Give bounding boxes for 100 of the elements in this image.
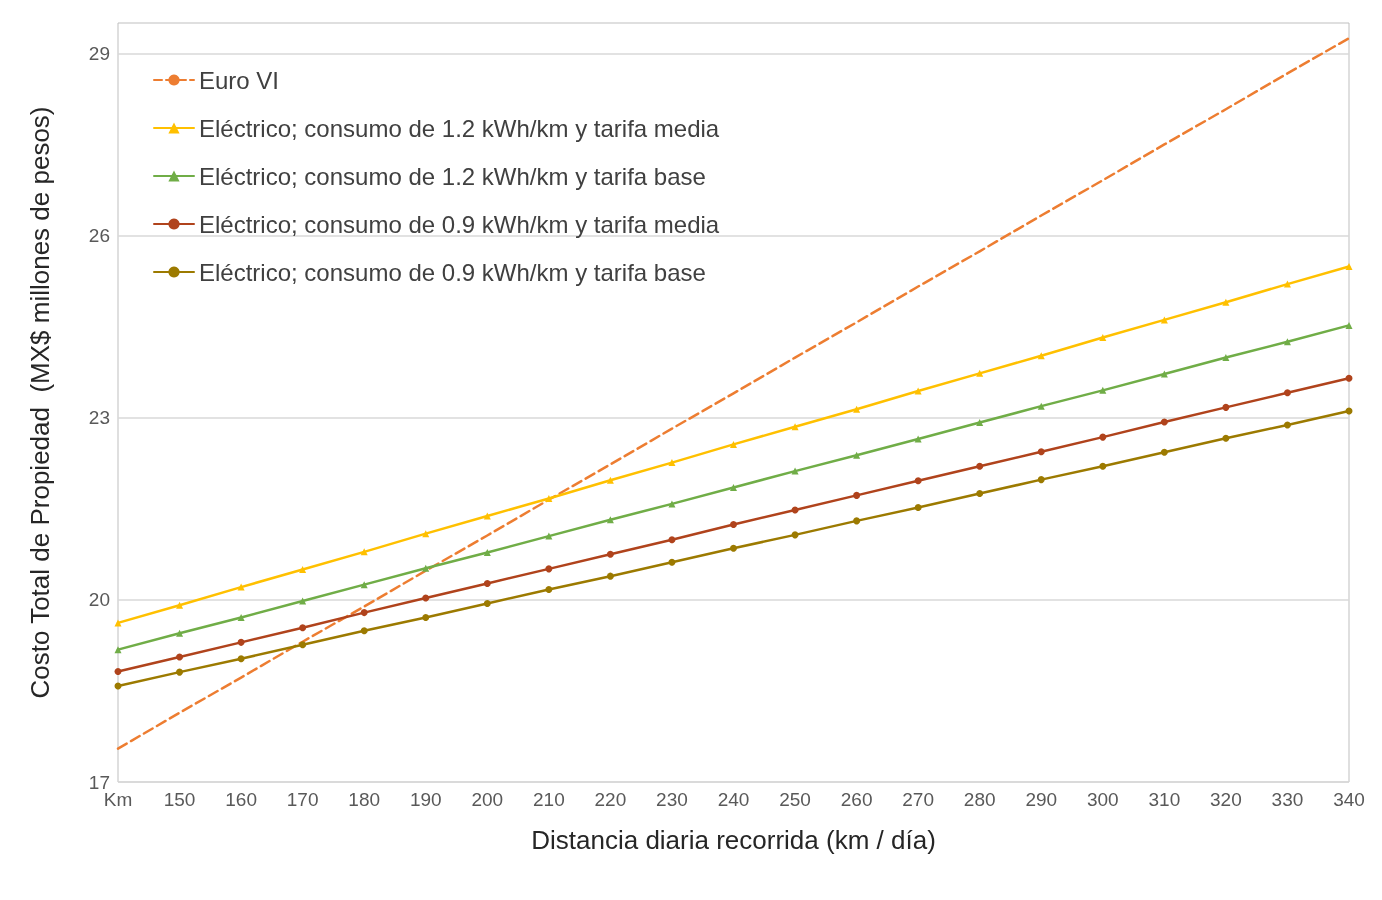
point (299, 597, 307, 605)
point (483, 548, 491, 556)
legend-label: Euro VI (199, 66, 280, 94)
x-tick-label: 250 (779, 789, 811, 810)
point (606, 572, 614, 580)
point (1345, 262, 1353, 270)
point (1099, 462, 1107, 470)
point (176, 601, 184, 609)
point (1283, 421, 1291, 429)
point (1160, 448, 1168, 456)
line-series (116, 36, 1351, 750)
y-tick-label: 20 (88, 589, 110, 611)
point (1283, 338, 1291, 346)
point (1037, 476, 1045, 484)
point (853, 491, 861, 499)
x-tick-label: 180 (348, 789, 381, 810)
point (730, 484, 737, 492)
point (422, 594, 430, 602)
x-axis-title: Distancia diaria recorrida (km / día) (531, 825, 936, 855)
point (1283, 280, 1291, 288)
point (1037, 448, 1045, 456)
point (730, 544, 737, 552)
point (1222, 403, 1230, 411)
point (237, 655, 245, 663)
point (791, 423, 799, 431)
x-tick-label: 220 (594, 789, 627, 810)
point (668, 459, 676, 467)
point (1222, 298, 1230, 306)
x-tick-label: 170 (286, 789, 319, 810)
point (976, 462, 984, 470)
point (114, 667, 122, 675)
point (914, 504, 922, 512)
point (237, 638, 245, 646)
point (730, 521, 737, 529)
point (791, 467, 799, 475)
point (1345, 374, 1353, 382)
point (1222, 354, 1230, 362)
x-tick-label: 160 (225, 789, 257, 810)
point (176, 653, 184, 661)
point (483, 512, 491, 520)
point (237, 613, 245, 621)
point (853, 451, 861, 459)
x-tick-label: 310 (1148, 789, 1181, 810)
point (1099, 334, 1107, 342)
point (422, 564, 430, 572)
x-tick-label: 190 (409, 789, 442, 810)
point (668, 558, 676, 566)
point (422, 613, 430, 621)
point (483, 579, 491, 587)
point (914, 477, 922, 485)
point (976, 369, 984, 377)
x-tick-label: 300 (1086, 789, 1119, 810)
x-tick-label: 280 (963, 789, 996, 810)
x-tick-label: 260 (840, 789, 873, 810)
point (853, 517, 861, 525)
point (606, 516, 614, 524)
point (176, 668, 184, 676)
point (606, 550, 614, 558)
point (176, 629, 184, 637)
legend-label: Eléctrico; consumo de 0.9 kWh/km y tarifa media (199, 210, 720, 238)
legend-label: Eléctrico; consumo de 1.2 kWh/km y tarifa media (199, 114, 720, 142)
point (545, 494, 553, 502)
point (360, 609, 368, 617)
legend-label: Eléctrico; consumo de 0.9 kWh/km y tarifa base (199, 258, 706, 286)
legend-label: Eléctrico; consumo de 1.2 kWh/km y tarifa base (199, 162, 706, 190)
point (545, 532, 553, 540)
x-tick-label: 200 (471, 789, 504, 810)
point (299, 624, 307, 632)
y-tick-label: 29 (88, 42, 110, 64)
point (1099, 433, 1107, 441)
x-tick-label: 240 (717, 789, 750, 810)
point (545, 565, 553, 573)
point (668, 536, 676, 544)
point (299, 641, 307, 649)
x-tick-label: 270 (902, 789, 934, 810)
x-tick-label: 330 (1271, 789, 1304, 810)
point (853, 405, 861, 413)
point (606, 476, 614, 484)
point (114, 619, 122, 627)
x-tick-label: 210 (533, 789, 565, 810)
y-tick-label: 23 (88, 407, 110, 429)
x-tick-label: 290 (1025, 789, 1058, 810)
y-tick-label: 26 (88, 225, 110, 247)
point (483, 599, 491, 607)
y-axis-title: Costo Total de Propiedad (MX$ millones de pesos) (25, 106, 55, 699)
point (1160, 418, 1168, 426)
point (1283, 389, 1291, 397)
point (545, 586, 553, 594)
x-tick-label: 340 (1333, 789, 1365, 810)
point (114, 646, 122, 654)
point (1222, 434, 1230, 442)
point (976, 419, 984, 427)
x-tick-label: 150 (163, 789, 196, 810)
x-tick-label: 230 (656, 789, 688, 810)
point (237, 583, 245, 591)
point (1345, 321, 1353, 329)
point (1037, 402, 1045, 410)
point (299, 565, 307, 573)
point (730, 440, 737, 448)
point (360, 627, 368, 635)
